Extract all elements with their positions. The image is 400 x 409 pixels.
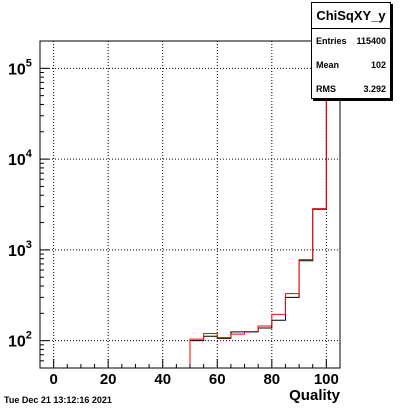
x-tick-label: 80 <box>263 371 280 388</box>
y-tick-label: 104 <box>8 148 33 169</box>
stats-mean-row: Mean 102 <box>316 60 386 74</box>
y-tick-label: 105 <box>8 57 32 78</box>
timestamp: Tue Dec 21 13:12:16 2021 <box>4 395 112 405</box>
x-tick-label: 40 <box>154 371 171 388</box>
histogram-series-2 <box>40 65 340 369</box>
x-tick-label: 60 <box>209 371 226 388</box>
stats-rms-value: 3.292 <box>363 84 386 94</box>
y-tick-label: 102 <box>8 330 32 351</box>
x-axis-title: Quality <box>289 387 341 404</box>
histogram-series <box>40 64 340 369</box>
stats-box: ChiSqXY_y Entries 115400 Mean 102 RMS 3.… <box>311 2 391 99</box>
histogram-series-1 <box>40 64 340 369</box>
stats-entries-row: Entries 115400 <box>316 36 386 50</box>
stats-mean-label: Mean <box>316 60 340 70</box>
stats-entries-label: Entries <box>316 36 347 46</box>
x-tick-label: 100 <box>314 371 339 388</box>
x-tick-labels: 0 20 40 60 80 100 <box>49 371 338 388</box>
y-tick-labels: 102 103 104 105 <box>8 57 33 350</box>
x-tick-label: 0 <box>49 371 57 388</box>
x-tick-label: 20 <box>100 371 117 388</box>
grid-lines <box>40 41 340 368</box>
stats-rms-row: RMS 3.292 <box>316 84 386 98</box>
plot-frame <box>39 40 341 369</box>
axis-ticks <box>39 67 341 368</box>
stats-rms-label: RMS <box>316 84 336 94</box>
stats-entries-value: 115400 <box>356 36 386 46</box>
y-tick-label: 103 <box>8 239 32 260</box>
stats-mean-value: 102 <box>370 60 386 70</box>
stats-title: ChiSqXY_y <box>312 3 390 29</box>
